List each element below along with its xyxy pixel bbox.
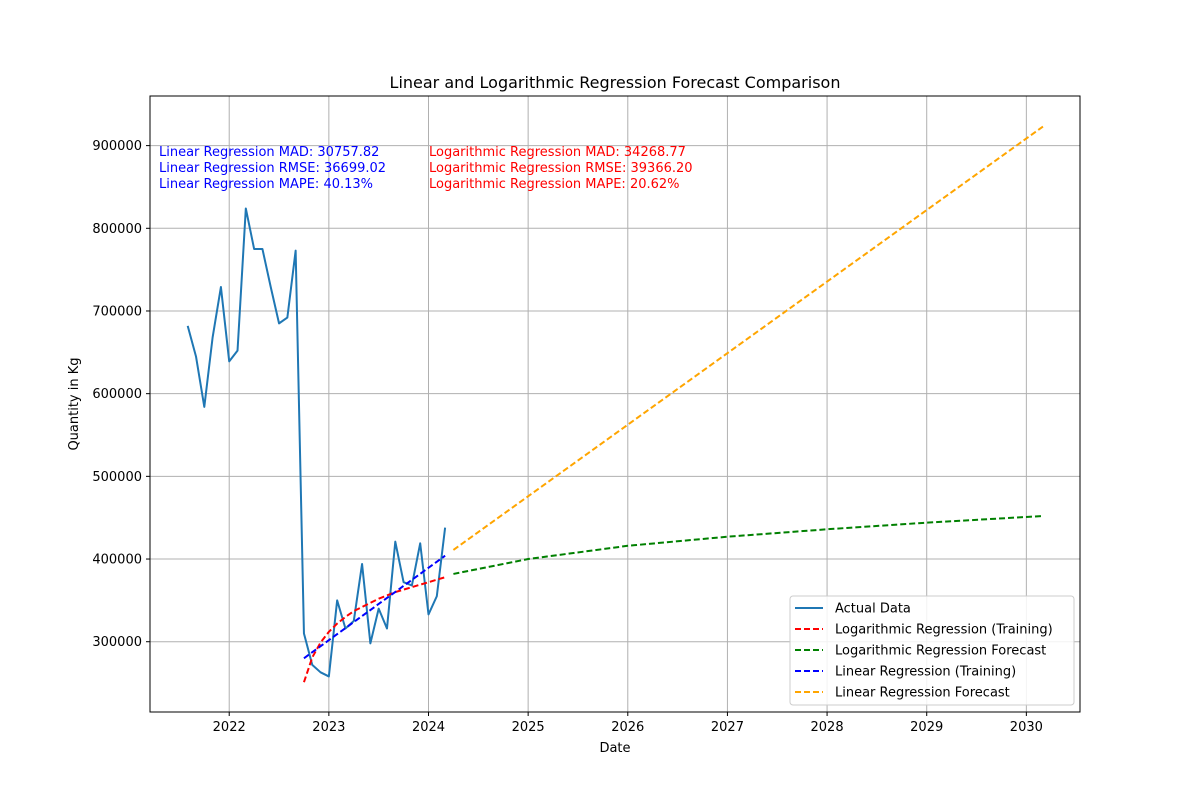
series-line-linear-regression-forecast	[452, 125, 1044, 551]
series-line-logarithmic-regression-forecast	[453, 515, 1044, 575]
y-axis-ticks: 300000 400000 500000 600000 700000 800000 9000…	[92, 139, 150, 650]
x-axis-ticks: 2022 2023 2024 2025 2026 2027 2028 2029 2030	[213, 712, 1043, 735]
x-tick-label: 2030	[1010, 720, 1043, 735]
y-tick-label: 600000	[92, 387, 142, 402]
x-tick-label: 2022	[213, 720, 246, 735]
log-mad-text: Logarithmic Regression MAD: 34268.77	[429, 145, 686, 160]
x-tick-label: 2026	[611, 720, 644, 735]
linear-rmse-text: Linear Regression RMSE: 36699.02	[159, 161, 386, 176]
logarithmic-metrics-annotation: Logarithmic Regression MAD: 34268.77 Log…	[429, 145, 693, 192]
y-tick-label: 400000	[92, 553, 142, 568]
y-tick-label: 700000	[92, 304, 142, 319]
x-tick-label: 2028	[811, 720, 844, 735]
log-mape-text: Logarithmic Regression MAPE: 20.62%	[429, 177, 680, 192]
y-tick-label: 500000	[92, 470, 142, 485]
legend: Actual Data Logarithmic Regression (Train…	[789, 595, 1075, 706]
y-axis-label: Quantity in Kg	[67, 357, 82, 450]
legend-entry-label: Actual Data	[835, 602, 911, 617]
series-line-actual-data	[186, 207, 447, 678]
legend-entry-label: Linear Regression Forecast	[835, 686, 1010, 701]
x-tick-label: 2029	[910, 720, 943, 735]
legend-box	[789, 595, 1075, 706]
series-layer	[186, 125, 1044, 683]
legend-entry-label: Logarithmic Regression (Training)	[835, 623, 1053, 638]
y-tick-label: 800000	[92, 222, 142, 237]
linear-mape-text: Linear Regression MAPE: 40.13%	[159, 177, 373, 192]
x-tick-label: 2023	[312, 720, 345, 735]
linear-metrics-annotation: Linear Regression MAD: 30757.82 Linear R…	[159, 145, 386, 192]
series-line-logarithmic-regression-training	[303, 576, 446, 683]
y-tick-label: 300000	[92, 635, 142, 650]
x-tick-label: 2025	[512, 720, 545, 735]
x-axis-label: Date	[599, 741, 630, 756]
y-tick-label: 900000	[92, 139, 142, 154]
legend-entry-label: Linear Regression (Training)	[835, 665, 1016, 680]
chart-title: Linear and Logarithmic Regression Foreca…	[390, 73, 841, 92]
series-line-linear-regression-training	[303, 554, 446, 660]
linear-mad-text: Linear Regression MAD: 30757.82	[159, 145, 379, 160]
x-tick-label: 2027	[711, 720, 744, 735]
plot-area-frame	[149, 95, 1081, 713]
log-rmse-text: Logarithmic Regression RMSE: 39366.20	[429, 161, 693, 176]
legend-entry-label: Logarithmic Regression Forecast	[835, 644, 1046, 659]
x-tick-label: 2024	[412, 720, 445, 735]
